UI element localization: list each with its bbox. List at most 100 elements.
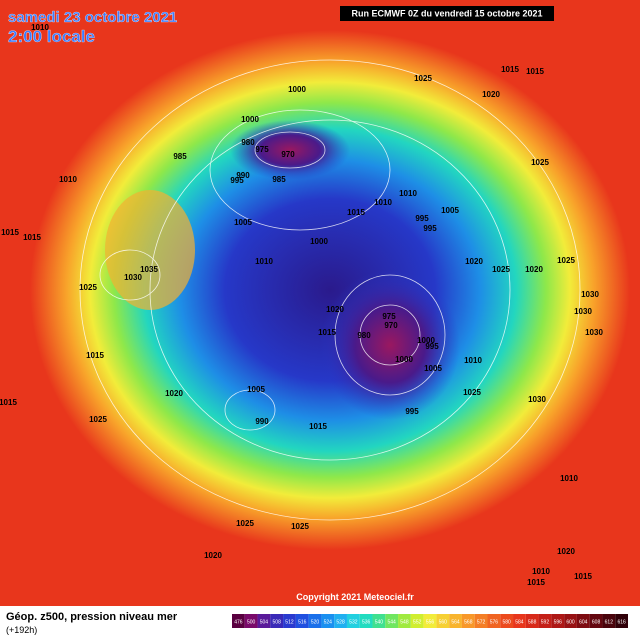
colorbar-label: 512 xyxy=(285,619,294,625)
colorbar-swatch xyxy=(270,614,284,628)
colorbar-swatch xyxy=(564,614,577,628)
pressure-label: 1020 xyxy=(204,551,222,560)
pressure-label: 1025 xyxy=(492,265,510,274)
pressure-label: 1025 xyxy=(414,74,432,83)
colorbar-label: 516 xyxy=(298,619,307,625)
colorbar-swatch xyxy=(436,614,450,628)
pressure-label: 1010 xyxy=(464,356,482,365)
colorbar-swatch xyxy=(308,614,322,628)
pressure-label: 980 xyxy=(241,138,255,147)
pressure-label: 1025 xyxy=(291,522,309,531)
pressure-label: 995 xyxy=(230,176,244,185)
time: 2:00 locale xyxy=(8,27,95,46)
colorbar-label: 616 xyxy=(617,619,626,625)
pressure-label: 1010 xyxy=(560,474,578,483)
pressure-label: 970 xyxy=(384,321,398,330)
pressure-label: 1015 xyxy=(501,65,519,74)
pressure-label: 1010 xyxy=(532,567,550,576)
pressure-label: 1015 xyxy=(1,228,19,237)
colorbar-label: 580 xyxy=(502,619,511,625)
pressure-label: 1000 xyxy=(310,237,328,246)
colorbar-label: 564 xyxy=(451,619,460,625)
colorbar-label: 576 xyxy=(490,619,499,625)
run-box xyxy=(340,6,554,21)
pressure-label: 995 xyxy=(405,407,419,416)
top-band xyxy=(0,0,640,4)
colorbar-label: 524 xyxy=(324,619,333,625)
low-center xyxy=(320,270,460,420)
pressure-label: 1010 xyxy=(399,189,417,198)
colorbar-label: 588 xyxy=(528,619,537,625)
pressure-label: 995 xyxy=(423,224,437,233)
pressure-label: 1035 xyxy=(140,265,158,274)
colorbar-label: 520 xyxy=(311,619,320,625)
pressure-label: 985 xyxy=(173,152,187,161)
pressure-label: 1010 xyxy=(255,257,273,266)
pressure-label: 1015 xyxy=(527,578,545,587)
pressure-label: 990 xyxy=(236,171,250,180)
colorbar-label: 584 xyxy=(515,619,524,625)
colorbar-swatch xyxy=(551,614,565,628)
copyright: Copyright 2021 Meteociel.fr xyxy=(296,592,414,602)
colorbar-swatch xyxy=(346,614,360,628)
low-center xyxy=(230,120,350,180)
colorbar-label: 556 xyxy=(426,619,435,625)
lead-time: (+192h) xyxy=(6,625,37,635)
pressure-label: 1005 xyxy=(247,385,265,394)
colorbar-label: 544 xyxy=(388,619,397,625)
pressure-label: 1020 xyxy=(557,547,575,556)
pressure-label: 1015 xyxy=(23,233,41,242)
pressure-label: 1005 xyxy=(441,206,459,215)
pressure-label: 1000 xyxy=(288,85,306,94)
isobars xyxy=(79,59,581,521)
colorbar-swatch xyxy=(525,614,539,628)
colorbar-swatch xyxy=(334,614,347,628)
colorbar-swatch xyxy=(372,614,386,628)
pressure-label: 1010 xyxy=(59,175,77,184)
pressure-label: 1025 xyxy=(79,283,97,292)
pressure-label: 1000 xyxy=(417,336,435,345)
colorbar-swatch xyxy=(500,614,514,628)
pressure-label: 1020 xyxy=(465,257,483,266)
colorbar-swatch xyxy=(410,614,424,628)
geopotential-field xyxy=(30,30,630,550)
colorbar-swatch xyxy=(602,614,616,628)
colorbar-swatch xyxy=(461,614,475,628)
pressure-label: 1000 xyxy=(241,115,259,124)
colorbar-label: 596 xyxy=(554,619,563,625)
colorbar-label: 608 xyxy=(592,619,601,625)
colorbar-label: 476 xyxy=(234,619,243,625)
colorbar-swatch xyxy=(244,614,258,628)
pressure-label: 1015 xyxy=(86,351,104,360)
pressure-label: 1030 xyxy=(581,290,599,299)
pressure-label: 1020 xyxy=(326,305,344,314)
colorbar-label: 548 xyxy=(400,619,409,625)
colorbar-swatch xyxy=(538,614,552,628)
colorbar: 476 500 504 508 512 516 520 524 528 532 536 540 544 5… xyxy=(232,614,628,628)
colorbar-label: 612 xyxy=(605,619,614,625)
colorbar-label: 552 xyxy=(413,619,422,625)
colorbar-swatch xyxy=(321,614,335,628)
pressure-label: 1015 xyxy=(0,398,17,407)
pressure-label: 1030 xyxy=(124,273,142,282)
pressure-label: 1015 xyxy=(318,328,336,337)
pressure-label: 1015 xyxy=(309,422,327,431)
pressure-label: 1015 xyxy=(574,572,592,581)
pressure-label: 1025 xyxy=(531,158,549,167)
colorbar-label: 504 xyxy=(260,619,269,625)
colorbar-swatch xyxy=(615,614,628,628)
pressure-label: 985 xyxy=(272,175,286,184)
colorbar-label: 540 xyxy=(375,619,384,625)
pressure-label: 995 xyxy=(415,214,429,223)
colorbar-swatch xyxy=(423,614,437,628)
pressure-label: 1020 xyxy=(525,265,543,274)
pressure-label: 1010 xyxy=(374,198,392,207)
colorbar-label: 536 xyxy=(362,619,371,625)
pressure-label: 1025 xyxy=(89,415,107,424)
colorbar-label: 592 xyxy=(541,619,550,625)
pressure-label: 975 xyxy=(382,312,396,321)
pressure-label: 1030 xyxy=(574,307,592,316)
